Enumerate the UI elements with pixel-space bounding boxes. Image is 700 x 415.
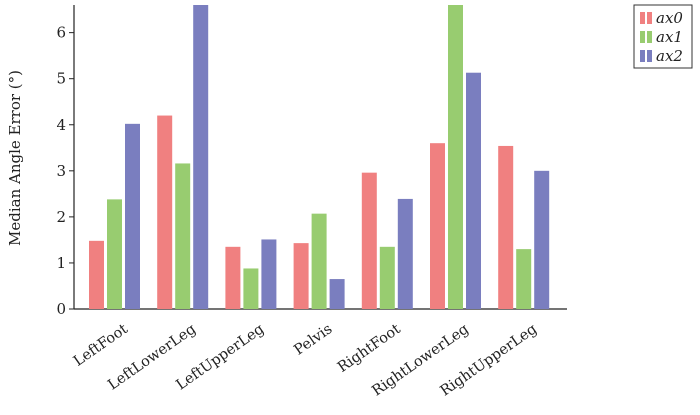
bar-ax0-LeftUpperLeg: [225, 246, 241, 309]
bar-ax0-LeftFoot: [89, 240, 104, 309]
bar-ax1-RightUpperLeg: [516, 249, 532, 309]
legend-swatch-ax2: [640, 50, 645, 62]
x-tick-label: LeftFoot: [71, 321, 131, 370]
y-tick-label: 4: [56, 116, 66, 134]
bar-ax2-LeftUpperLeg: [261, 239, 277, 309]
legend-swatch-ax0-b: [647, 12, 652, 24]
y-tick-label: 6: [56, 24, 66, 42]
bar-ax0-RightLowerLeg: [430, 143, 445, 309]
bar-ax1-Pelvis: [311, 213, 327, 309]
y-tick-labels: 0 1 2 3 4 5 6: [56, 24, 66, 318]
legend-swatch-ax2-b: [647, 50, 652, 62]
bar-ax2-RightFoot: [397, 198, 413, 309]
bar-ax2-Pelvis: [329, 279, 345, 309]
y-tick-label: 1: [56, 254, 66, 272]
y-tick-label: 2: [56, 208, 66, 226]
bar-ax2-LeftFoot: [125, 123, 140, 309]
x-tick-label: Pelvis: [291, 321, 335, 359]
chart-bars: [89, 5, 550, 309]
y-tick-label: 5: [56, 70, 66, 88]
legend-swatch-ax1-b: [647, 31, 652, 43]
bar-ax2-RightLowerLeg: [466, 72, 481, 309]
legend-swatch-ax0: [640, 12, 645, 24]
bar-ax1-RightFoot: [379, 246, 395, 309]
y-axis-label: Median Angle Error (°): [6, 70, 24, 246]
bar-ax0-RightFoot: [361, 172, 377, 309]
legend-label-ax0: ax0: [656, 9, 683, 27]
bar-ax1-LeftFoot: [107, 199, 122, 309]
x-tick-label: RightFoot: [335, 321, 404, 376]
bar-ax1-LeftUpperLeg: [243, 268, 259, 309]
bar-ax0-RightUpperLeg: [498, 145, 514, 309]
bar-ax1-LeftLowerLeg: [175, 163, 191, 309]
bar-ax0-LeftLowerLeg: [157, 115, 173, 309]
y-tick-label: 3: [56, 162, 66, 180]
legend-swatch-ax1: [640, 31, 645, 43]
bar-ax2-LeftLowerLeg: [193, 5, 209, 309]
bar-ax2-RightUpperLeg: [534, 170, 550, 309]
legend-label-ax1: ax1: [656, 28, 683, 46]
legend-label-ax2: ax2: [656, 47, 683, 65]
bar-ax0-Pelvis: [293, 243, 309, 309]
bar-ax1-RightLowerLeg: [448, 5, 463, 309]
y-tick-label: 0: [56, 300, 66, 318]
